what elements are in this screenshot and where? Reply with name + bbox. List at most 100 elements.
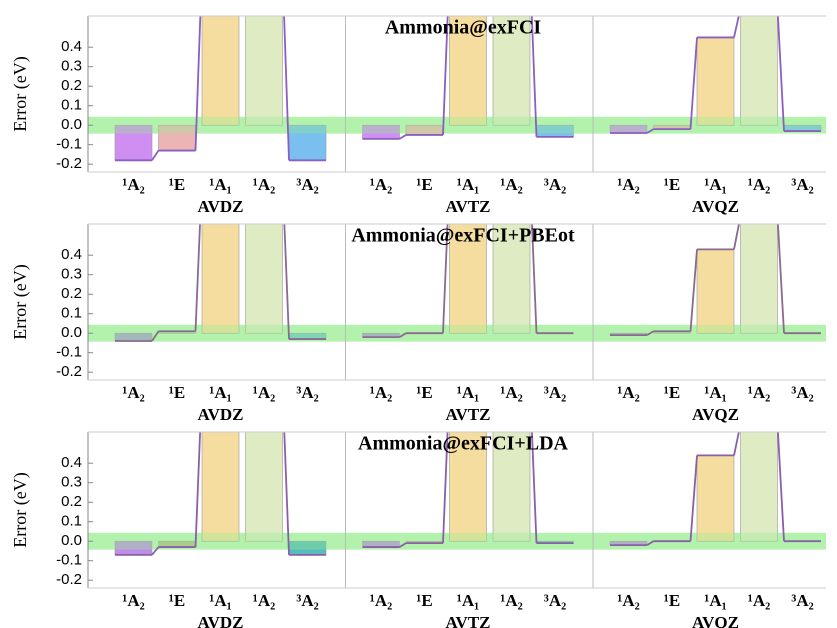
- y-tick-label: -0.1: [56, 136, 82, 153]
- step-connector: [399, 332, 407, 338]
- category-label: ¹A₂: [370, 175, 392, 194]
- step-connector: [194, 224, 201, 332]
- category-label: ³A₂: [544, 591, 566, 610]
- step-connector: [194, 432, 202, 548]
- category-label: ¹A₁: [457, 175, 479, 194]
- y-tick-label: -0.1: [56, 344, 82, 361]
- bar: [201, 432, 240, 542]
- y-tick-label: -0.1: [56, 552, 82, 569]
- group-label: AVDZ: [198, 405, 244, 424]
- category-label: ¹A₁: [704, 383, 726, 402]
- category-label: ¹E: [664, 591, 680, 610]
- category-label: ¹A₂: [500, 383, 522, 402]
- category-label: ³A₂: [296, 175, 318, 194]
- band-overlay: [88, 324, 826, 342]
- y-tick-label: 0.1: [61, 97, 82, 114]
- y-tick-label: 0.0: [61, 116, 82, 133]
- y-tick-label: -0.2: [56, 363, 82, 380]
- y-tick-label: 0.3: [61, 58, 82, 75]
- category-label: ¹A₂: [370, 383, 392, 402]
- group-label: AVTZ: [445, 197, 490, 216]
- bar: [245, 432, 283, 542]
- category-label: ³A₂: [544, 175, 566, 194]
- chart-title: Ammonia@exFCI+PBEot: [351, 225, 575, 247]
- step-connector: [399, 542, 407, 548]
- step-connector: [733, 432, 740, 456]
- category-label: ¹A₁: [457, 383, 479, 402]
- category-label: ¹A₂: [122, 383, 144, 402]
- category-label: ³A₂: [296, 383, 318, 402]
- category-label: ¹E: [664, 175, 680, 194]
- category-label: ¹A₁: [209, 591, 231, 610]
- step-connector: [689, 37, 698, 130]
- step-connector: [442, 432, 449, 544]
- category-label: ¹A₂: [748, 383, 770, 402]
- bar: [245, 16, 283, 126]
- category-label: ¹A₂: [253, 591, 275, 610]
- y-tick-label: 0.2: [61, 77, 82, 94]
- bar: [245, 224, 283, 334]
- category-label: ¹A₂: [122, 175, 144, 194]
- panel: [88, 224, 826, 342]
- step-connector: [151, 546, 160, 556]
- bar: [492, 16, 531, 126]
- category-label: ¹A₂: [617, 591, 639, 610]
- step-connector: [777, 16, 785, 132]
- category-label: ¹A₁: [457, 591, 479, 610]
- step-connector: [283, 16, 290, 161]
- group-label: AVQZ: [692, 613, 739, 628]
- chart-title: Ammonia@exFCI: [385, 17, 542, 39]
- category-label: ¹A₂: [253, 383, 275, 402]
- category-label: ¹E: [664, 383, 680, 402]
- y-tick-label: 0.4: [61, 38, 82, 55]
- bar: [492, 224, 531, 334]
- y-tick-label: 0.0: [61, 324, 82, 341]
- y-tick-label: 0.1: [61, 305, 82, 322]
- bar: [201, 224, 240, 334]
- step-connector: [531, 224, 538, 334]
- category-label: ¹E: [169, 175, 185, 194]
- category-label: ¹A₁: [209, 175, 231, 194]
- category-label: ¹A₂: [500, 175, 522, 194]
- group-label: AVDZ: [198, 197, 244, 216]
- step-connector: [194, 16, 202, 151]
- step-connector: [646, 540, 654, 546]
- group-label: AVQZ: [692, 405, 739, 424]
- bar: [492, 432, 531, 542]
- step-connector: [689, 249, 698, 332]
- step-connector: [151, 150, 160, 161]
- step-connector: [646, 128, 654, 134]
- category-label: ¹A₁: [704, 175, 726, 194]
- category-label: ¹A₂: [748, 175, 770, 194]
- chart-title: Ammonia@exFCI+LDA: [358, 433, 569, 455]
- step-connector: [777, 224, 785, 334]
- step-connector: [530, 16, 538, 137]
- category-label: ¹E: [169, 383, 185, 402]
- step-connector: [151, 330, 160, 342]
- step-connector: [689, 455, 698, 542]
- group-label: AVDZ: [198, 613, 244, 628]
- step-connector: [399, 134, 407, 140]
- y-tick-label: 0.3: [61, 474, 82, 491]
- y-tick-label: 0.0: [61, 532, 82, 549]
- category-label: ¹E: [416, 383, 432, 402]
- bar: [449, 224, 487, 334]
- panel: [88, 16, 826, 162]
- y-tick-label: -0.2: [56, 155, 82, 172]
- step-connector: [777, 432, 785, 542]
- category-label: ¹A₁: [209, 383, 231, 402]
- category-label: ¹A₂: [617, 175, 639, 194]
- category-label: ¹A₂: [253, 175, 275, 194]
- band-overlay: [88, 116, 826, 134]
- bar: [740, 16, 778, 126]
- category-label: ¹A₂: [617, 383, 639, 402]
- category-label: ³A₂: [544, 383, 566, 402]
- step-connector: [733, 224, 740, 250]
- bar: [449, 16, 487, 126]
- step-connector: [531, 432, 538, 544]
- step-connector: [442, 16, 449, 135]
- y-axis-label: Error (eV): [10, 264, 31, 339]
- y-axis-label: Error (eV): [10, 56, 31, 131]
- group-label: AVTZ: [445, 405, 490, 424]
- bar: [696, 455, 735, 542]
